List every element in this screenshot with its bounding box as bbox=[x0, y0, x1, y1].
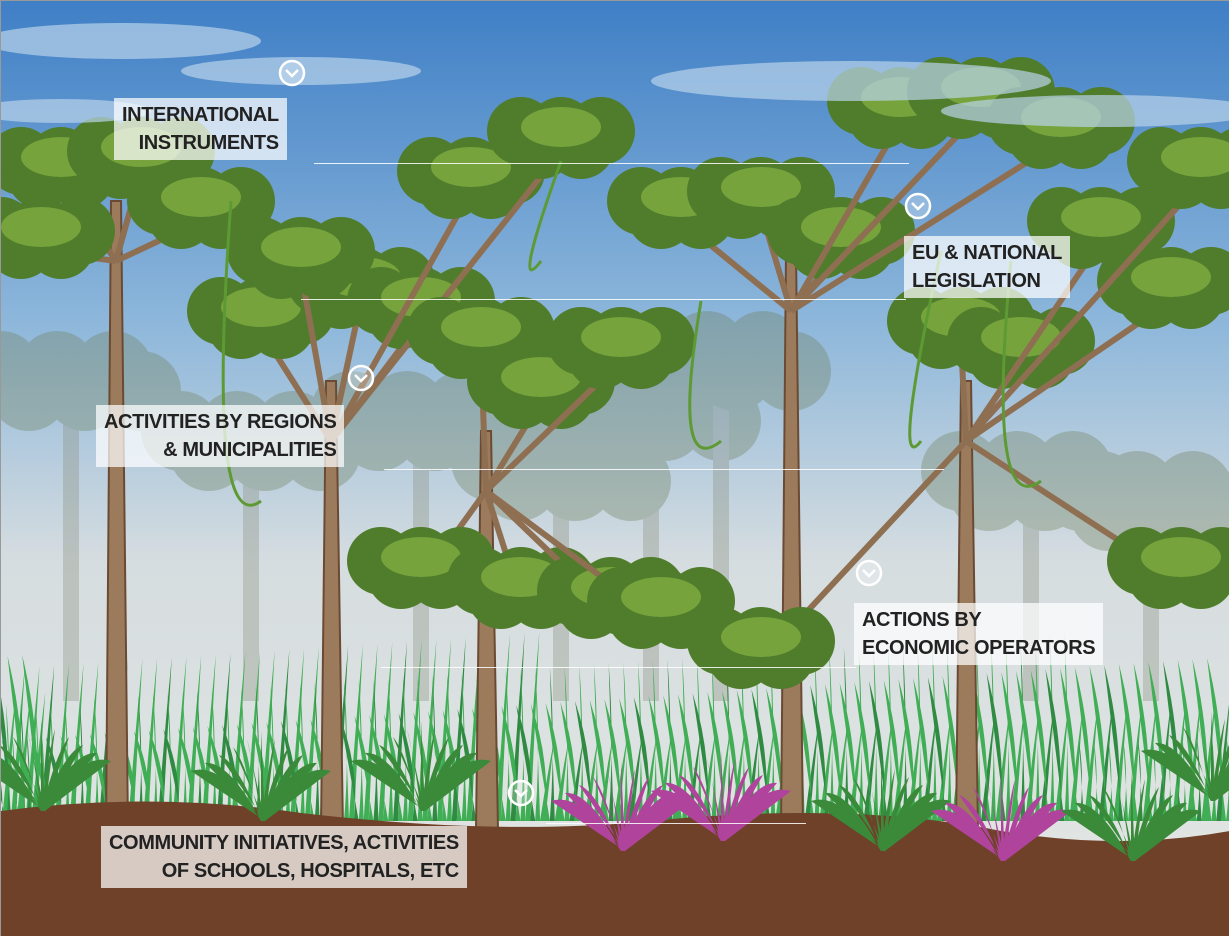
label-line: LEGISLATION bbox=[912, 267, 1062, 295]
level-rule bbox=[546, 823, 806, 824]
label-line: INTERNATIONAL bbox=[122, 101, 279, 129]
expand-button[interactable] bbox=[346, 363, 376, 393]
label-line: INSTRUMENTS bbox=[122, 129, 279, 157]
expand-button[interactable] bbox=[277, 58, 307, 88]
canopy-highlight bbox=[261, 227, 341, 267]
level-rule bbox=[381, 667, 856, 668]
level-label: ACTIONS BY ECONOMIC OPERATORS bbox=[854, 603, 1103, 665]
canopy-highlight bbox=[721, 617, 801, 657]
expand-icon bbox=[903, 191, 933, 221]
expand-button[interactable] bbox=[506, 778, 536, 808]
canopy-highlight bbox=[1, 207, 81, 247]
expand-icon bbox=[346, 363, 376, 393]
level-rule bbox=[384, 469, 944, 470]
expand-button[interactable] bbox=[854, 558, 884, 588]
level-label: COMMUNITY INITIATIVES, ACTIVITIES OF SCH… bbox=[101, 826, 467, 888]
expand-icon bbox=[854, 558, 884, 588]
expand-icon bbox=[277, 58, 307, 88]
bg-canopy bbox=[591, 441, 671, 521]
canopy-highlight bbox=[621, 577, 701, 617]
level-rule bbox=[301, 299, 906, 300]
level-rule bbox=[314, 163, 909, 164]
canopy-highlight bbox=[521, 107, 601, 147]
expand-icon bbox=[506, 778, 536, 808]
forest-infographic: INTERNATIONAL INSTRUMENTS EU & NATIONAL … bbox=[0, 0, 1229, 936]
canopy-highlight bbox=[441, 307, 521, 347]
canopy-highlight bbox=[1141, 537, 1221, 577]
label-line: ACTIVITIES BY REGIONS bbox=[104, 408, 336, 436]
label-line: EU & NATIONAL bbox=[912, 239, 1062, 267]
label-line: OF SCHOOLS, HOSPITALS, ETC bbox=[109, 857, 459, 885]
level-label: INTERNATIONAL INSTRUMENTS bbox=[114, 98, 287, 160]
label-line: ECONOMIC OPERATORS bbox=[862, 634, 1095, 662]
label-line: COMMUNITY INITIATIVES, ACTIVITIES bbox=[109, 829, 459, 857]
label-line: & MUNICIPALITIES bbox=[104, 436, 336, 464]
canopy-highlight bbox=[1061, 197, 1141, 237]
canopy-highlight bbox=[1131, 257, 1211, 297]
expand-button[interactable] bbox=[903, 191, 933, 221]
canopy-highlight bbox=[581, 317, 661, 357]
level-label: EU & NATIONAL LEGISLATION bbox=[904, 236, 1070, 298]
level-label: ACTIVITIES BY REGIONS & MUNICIPALITIES bbox=[96, 405, 344, 467]
cloud bbox=[651, 61, 1051, 101]
label-line: ACTIONS BY bbox=[862, 606, 1095, 634]
